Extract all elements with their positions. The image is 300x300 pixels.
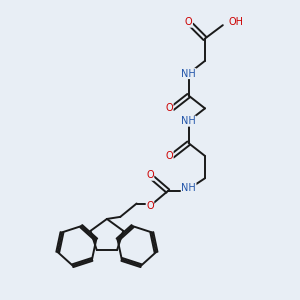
Text: O: O <box>166 151 173 161</box>
Text: NH: NH <box>181 69 196 79</box>
Text: O: O <box>166 103 173 113</box>
Text: OH: OH <box>229 17 244 27</box>
Text: O: O <box>146 202 154 212</box>
Text: O: O <box>185 17 193 27</box>
Text: O: O <box>146 170 154 180</box>
Text: NH: NH <box>181 183 196 193</box>
Text: NH: NH <box>181 116 196 126</box>
